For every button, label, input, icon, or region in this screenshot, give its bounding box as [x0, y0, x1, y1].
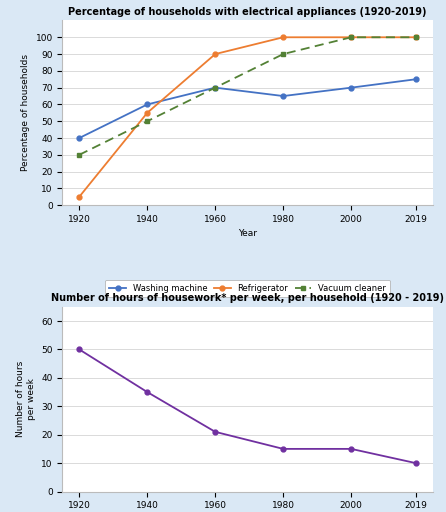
Y-axis label: Number of hours
per week: Number of hours per week — [16, 361, 36, 437]
Legend: Washing machine, Refrigerator, Vacuum cleaner: Washing machine, Refrigerator, Vacuum cl… — [105, 280, 390, 297]
Refrigerator — [145, 110, 150, 116]
Vacuum cleaner — [213, 84, 218, 91]
X-axis label: Year: Year — [238, 229, 257, 239]
Hours per week — [281, 446, 286, 452]
Washing machine — [213, 84, 218, 91]
Washing machine — [413, 76, 418, 82]
Vacuum cleaner — [77, 152, 82, 158]
Refrigerator — [213, 51, 218, 57]
Hours per week — [145, 389, 150, 395]
Washing machine — [145, 101, 150, 108]
Refrigerator — [281, 34, 286, 40]
Hours per week — [77, 346, 82, 352]
Hours per week — [348, 446, 354, 452]
Title: Percentage of households with electrical appliances (1920-2019): Percentage of households with electrical… — [68, 7, 427, 17]
Vacuum cleaner — [145, 118, 150, 124]
Vacuum cleaner — [413, 34, 418, 40]
Refrigerator — [77, 194, 82, 200]
Line: Hours per week: Hours per week — [77, 347, 418, 465]
Y-axis label: Percentage of households: Percentage of households — [21, 54, 30, 172]
Vacuum cleaner — [281, 51, 286, 57]
Washing machine — [281, 93, 286, 99]
Title: Number of hours of housework* per week, per household (1920 - 2019): Number of hours of housework* per week, … — [51, 293, 444, 303]
Refrigerator — [348, 34, 354, 40]
Vacuum cleaner — [348, 34, 354, 40]
Hours per week — [413, 460, 418, 466]
Refrigerator — [413, 34, 418, 40]
Washing machine — [348, 84, 354, 91]
Washing machine — [77, 135, 82, 141]
Line: Washing machine: Washing machine — [77, 77, 418, 140]
Line: Refrigerator: Refrigerator — [77, 35, 418, 199]
Line: Vacuum cleaner: Vacuum cleaner — [77, 35, 418, 157]
Hours per week — [213, 429, 218, 435]
